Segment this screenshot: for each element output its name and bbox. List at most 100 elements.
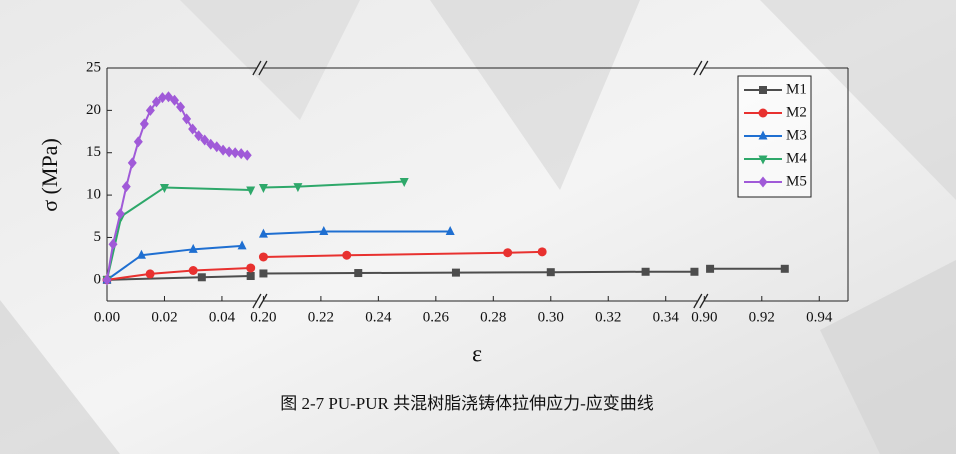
- marker: [641, 267, 650, 276]
- x-tick-label: 0.02: [151, 309, 177, 325]
- marker: [188, 265, 198, 275]
- marker: [342, 250, 352, 260]
- axis-break: [693, 60, 703, 76]
- caption: 图 2-7 PU-PUR 共混树脂浇铸体拉伸应力-应变曲线: [280, 394, 654, 413]
- marker: [236, 148, 246, 160]
- x-tick-label: 0.90: [691, 309, 717, 325]
- marker: [399, 178, 409, 188]
- y-tick-label: 10: [86, 187, 101, 203]
- bg-shape: [180, 0, 360, 120]
- marker: [293, 183, 303, 193]
- x-tick-label: 0.20: [250, 309, 276, 325]
- marker: [246, 263, 256, 273]
- marker: [127, 157, 137, 169]
- marker: [157, 92, 167, 104]
- legend-label: M1: [786, 81, 807, 97]
- bg-shape: [430, 0, 640, 190]
- marker: [139, 118, 149, 130]
- legend-label: M3: [786, 127, 807, 143]
- marker: [170, 94, 180, 106]
- x-tick-label: 0.22: [308, 309, 334, 325]
- x-tick-label: 0.94: [806, 309, 833, 325]
- legend-label: M2: [786, 104, 807, 120]
- marker: [258, 183, 268, 193]
- marker: [133, 136, 143, 148]
- x-tick-label: 0.92: [749, 309, 775, 325]
- marker: [258, 228, 268, 238]
- marker: [546, 268, 555, 277]
- legend-marker: [759, 86, 767, 94]
- axis-break: [693, 293, 703, 309]
- x-tick-label: 0.26: [423, 309, 450, 325]
- marker: [108, 238, 118, 250]
- legend-marker: [758, 108, 768, 118]
- axis-break: [258, 60, 268, 76]
- marker: [246, 186, 256, 196]
- x-tick-label: 0.04: [209, 309, 236, 325]
- marker: [451, 268, 460, 277]
- marker: [218, 144, 228, 156]
- bg-shape: [0, 300, 120, 454]
- y-axis-label: σ (MPa): [37, 138, 62, 212]
- x-tick-label: 0.00: [94, 309, 120, 325]
- marker: [258, 252, 268, 262]
- x-tick-label: 0.32: [595, 309, 621, 325]
- marker: [537, 247, 547, 257]
- marker: [115, 208, 125, 220]
- marker: [200, 134, 210, 146]
- axis-break: [252, 60, 262, 76]
- marker: [197, 273, 206, 282]
- marker: [230, 147, 240, 159]
- marker: [224, 146, 234, 158]
- marker: [182, 113, 192, 125]
- y-tick-label: 5: [94, 229, 102, 245]
- marker: [246, 272, 255, 281]
- marker: [319, 226, 329, 236]
- marker: [136, 249, 146, 259]
- marker: [151, 96, 161, 108]
- y-tick-label: 0: [94, 271, 102, 287]
- axis-break: [252, 293, 262, 309]
- legend-marker: [758, 176, 768, 188]
- series-line: [263, 270, 695, 275]
- marker: [188, 123, 198, 135]
- series-line: [106, 266, 251, 281]
- marker: [145, 104, 155, 116]
- marker: [121, 181, 131, 193]
- marker: [102, 274, 112, 286]
- y-tick-label: 20: [86, 102, 101, 118]
- bg-shape: [820, 260, 956, 454]
- marker: [194, 130, 204, 142]
- bg-shape: [760, 0, 956, 200]
- legend-marker: [758, 155, 768, 165]
- legend-label: M5: [786, 173, 807, 189]
- marker: [354, 269, 363, 278]
- x-tick-label: 0.34: [653, 309, 680, 325]
- marker: [176, 101, 186, 113]
- marker: [259, 269, 268, 278]
- axis-break: [699, 60, 709, 76]
- y-tick-label: 25: [86, 59, 101, 75]
- marker: [188, 243, 198, 253]
- series-line: [263, 250, 543, 258]
- marker: [237, 240, 247, 250]
- marker: [445, 226, 455, 236]
- x-axis-label: ε: [472, 342, 482, 368]
- legend-marker: [758, 130, 768, 140]
- x-tick-label: 0.28: [480, 309, 506, 325]
- series-line: [106, 244, 243, 281]
- x-tick-label: 0.24: [365, 309, 392, 325]
- x-tick-label: 0.30: [538, 309, 564, 325]
- marker: [706, 264, 715, 273]
- marker: [780, 264, 789, 273]
- marker: [159, 183, 169, 193]
- marker: [503, 248, 513, 258]
- marker: [242, 149, 252, 161]
- marker: [145, 269, 155, 279]
- marker: [212, 141, 222, 153]
- y-tick-label: 15: [86, 144, 101, 160]
- legend-label: M4: [786, 150, 807, 166]
- marker: [690, 267, 699, 276]
